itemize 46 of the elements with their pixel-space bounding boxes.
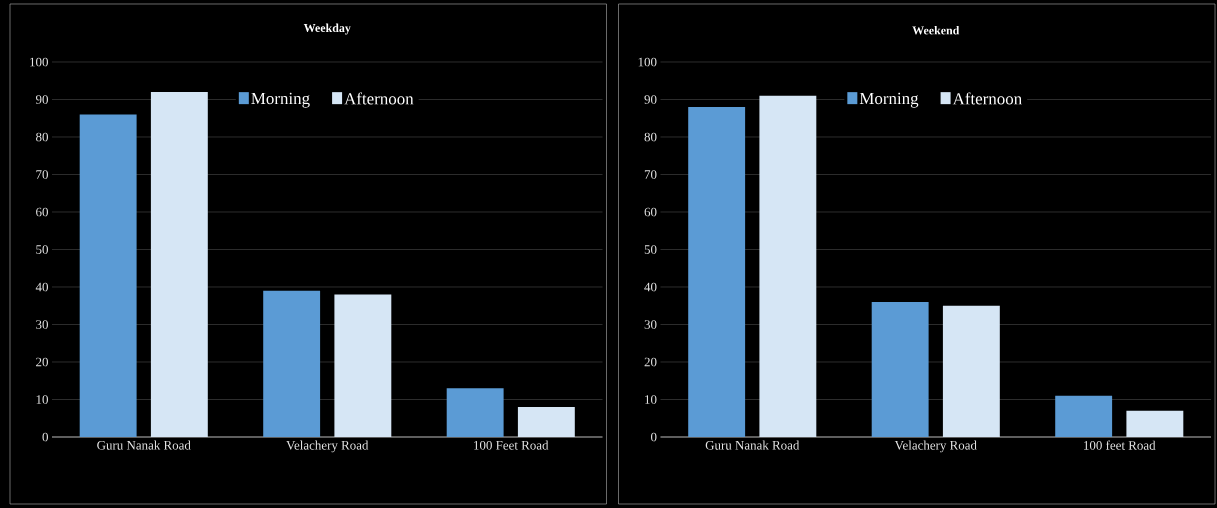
y-tick-label: 10 bbox=[36, 395, 48, 404]
legend-label: Afternoon bbox=[344, 92, 414, 105]
bar bbox=[150, 92, 208, 437]
chart-title: Weekday bbox=[303, 23, 351, 35]
y-tick-label: 90 bbox=[644, 95, 657, 104]
bar bbox=[688, 107, 746, 437]
y-tick-label: 30 bbox=[644, 320, 657, 329]
x-tick-label: Velachery Road bbox=[286, 440, 369, 453]
y-tick-label: 80 bbox=[644, 132, 657, 142]
bar bbox=[1055, 395, 1113, 437]
y-tick-label: 10 bbox=[645, 395, 657, 404]
chart-title: Weekend bbox=[912, 26, 960, 35]
bar bbox=[517, 407, 575, 437]
y-tick-label: 50 bbox=[36, 245, 48, 254]
x-tick-label: 100 feet Road bbox=[1084, 440, 1156, 450]
y-tick-label: 20 bbox=[36, 357, 48, 367]
x-tick-label: Guru Nanak Road bbox=[97, 440, 191, 450]
bar bbox=[871, 302, 929, 437]
y-tick-label: 40 bbox=[35, 282, 48, 292]
x-tick-label: Velachery Road bbox=[894, 440, 977, 453]
y-tick-label: 70 bbox=[36, 170, 48, 179]
bar bbox=[334, 294, 392, 437]
y-tick-label: 60 bbox=[644, 207, 657, 217]
y-tick-label: 0 bbox=[42, 432, 48, 442]
bar bbox=[79, 114, 137, 437]
bar bbox=[1126, 410, 1184, 437]
bar bbox=[759, 95, 817, 437]
bar bbox=[942, 305, 1000, 437]
legend-label: Morning bbox=[251, 92, 310, 108]
y-tick-label: 100 bbox=[30, 57, 48, 67]
bar bbox=[263, 290, 321, 437]
x-tick-label: 100 Feet Road bbox=[474, 440, 549, 450]
legend-label: Morning bbox=[859, 92, 919, 108]
y-tick-label: 30 bbox=[36, 320, 48, 329]
y-tick-label: 50 bbox=[644, 245, 657, 254]
bar bbox=[446, 388, 504, 437]
y-tick-label: 80 bbox=[36, 132, 48, 142]
y-tick-label: 60 bbox=[36, 207, 48, 217]
y-tick-label: 70 bbox=[644, 170, 657, 179]
y-tick-label: 100 bbox=[638, 57, 657, 67]
x-tick-label: Guru Nanak Road bbox=[705, 440, 800, 450]
y-tick-label: 0 bbox=[651, 432, 657, 442]
y-tick-label: 40 bbox=[644, 282, 657, 292]
y-tick-label: 90 bbox=[35, 95, 48, 104]
legend-label: Afternoon bbox=[952, 92, 1022, 105]
y-tick-label: 20 bbox=[644, 357, 657, 367]
